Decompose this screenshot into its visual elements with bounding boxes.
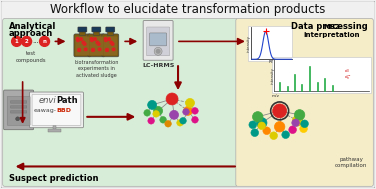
FancyBboxPatch shape (11, 106, 27, 108)
Circle shape (108, 38, 110, 40)
Circle shape (106, 49, 108, 51)
FancyBboxPatch shape (30, 92, 83, 128)
Circle shape (180, 118, 186, 124)
Text: biotransformation
experiments in
activated sludge: biotransformation experiments in activat… (74, 60, 118, 78)
Circle shape (183, 109, 189, 115)
Text: ...: ... (32, 38, 39, 44)
Text: m/z: m/z (272, 94, 280, 98)
Bar (53, 125, 56, 130)
Text: n: n (42, 39, 47, 44)
FancyBboxPatch shape (272, 57, 371, 93)
Circle shape (192, 108, 198, 114)
Text: eawag-: eawag- (33, 108, 56, 113)
Circle shape (192, 117, 198, 123)
Circle shape (170, 110, 179, 119)
Text: $\mathsf{d_n^-}$: $\mathsf{d_n^-}$ (344, 73, 352, 81)
Circle shape (78, 49, 80, 51)
Circle shape (251, 129, 259, 136)
Circle shape (154, 106, 162, 115)
Circle shape (166, 93, 178, 105)
Text: 1: 1 (15, 39, 18, 44)
Circle shape (301, 120, 308, 128)
FancyBboxPatch shape (7, 97, 30, 125)
FancyBboxPatch shape (143, 21, 173, 60)
FancyBboxPatch shape (103, 36, 117, 55)
FancyBboxPatch shape (88, 34, 105, 57)
Bar (93, 30, 99, 35)
Circle shape (96, 41, 99, 44)
Circle shape (91, 39, 93, 42)
Circle shape (177, 119, 183, 126)
Circle shape (76, 38, 79, 40)
FancyBboxPatch shape (3, 19, 238, 186)
FancyBboxPatch shape (74, 34, 91, 57)
Text: Analytical: Analytical (9, 22, 56, 31)
Circle shape (300, 125, 308, 132)
Text: BBD: BBD (56, 108, 71, 113)
FancyBboxPatch shape (248, 26, 292, 61)
Circle shape (97, 43, 100, 45)
Circle shape (83, 43, 86, 45)
FancyBboxPatch shape (89, 36, 103, 55)
FancyBboxPatch shape (32, 94, 81, 125)
Text: intensity: intensity (247, 35, 251, 52)
Circle shape (249, 121, 256, 129)
Circle shape (92, 49, 94, 51)
Circle shape (111, 43, 114, 45)
Text: LC-HRMS: LC-HRMS (142, 63, 174, 68)
Circle shape (39, 36, 50, 46)
Circle shape (156, 49, 161, 54)
Text: Path: Path (56, 96, 78, 105)
FancyBboxPatch shape (150, 33, 167, 46)
FancyBboxPatch shape (106, 27, 115, 32)
Circle shape (110, 41, 112, 44)
Circle shape (90, 38, 93, 40)
Circle shape (148, 101, 157, 109)
Circle shape (21, 36, 32, 46)
Text: Suspect prediction: Suspect prediction (9, 174, 98, 183)
Text: intensity: intensity (271, 67, 275, 84)
Circle shape (165, 121, 171, 127)
Circle shape (148, 118, 155, 124)
Circle shape (253, 112, 263, 122)
Circle shape (293, 116, 303, 126)
Text: approach: approach (9, 29, 53, 38)
Text: $\mathsf{d_0}$: $\mathsf{d_0}$ (344, 67, 351, 75)
Circle shape (185, 98, 194, 107)
FancyBboxPatch shape (4, 90, 33, 130)
Text: MS2
interpretation: MS2 interpretation (303, 24, 360, 39)
Circle shape (84, 48, 87, 51)
Text: pathway
compilation: pathway compilation (335, 157, 368, 168)
FancyBboxPatch shape (236, 19, 373, 186)
Circle shape (80, 38, 82, 40)
Text: Workflow to elucidate transformation products: Workflow to elucidate transformation pro… (50, 3, 326, 16)
Circle shape (99, 48, 101, 51)
Circle shape (16, 117, 20, 121)
Circle shape (92, 48, 94, 51)
Circle shape (282, 131, 290, 139)
FancyBboxPatch shape (92, 27, 101, 32)
FancyBboxPatch shape (11, 101, 27, 103)
Circle shape (104, 38, 107, 40)
Circle shape (77, 39, 79, 42)
Bar (107, 30, 113, 35)
FancyBboxPatch shape (147, 27, 170, 56)
Circle shape (274, 122, 285, 132)
FancyBboxPatch shape (78, 27, 87, 32)
Circle shape (292, 119, 299, 127)
Circle shape (160, 117, 167, 123)
Circle shape (270, 132, 277, 139)
Circle shape (105, 39, 107, 42)
Circle shape (112, 48, 115, 51)
Bar (79, 30, 85, 35)
FancyBboxPatch shape (102, 34, 119, 57)
Bar (47, 129, 61, 132)
Text: RT: RT (269, 60, 274, 64)
FancyBboxPatch shape (76, 36, 89, 55)
Circle shape (258, 122, 265, 130)
Text: test
compounds: test compounds (15, 51, 46, 63)
Circle shape (153, 111, 159, 117)
Circle shape (78, 48, 80, 51)
Circle shape (12, 36, 21, 46)
